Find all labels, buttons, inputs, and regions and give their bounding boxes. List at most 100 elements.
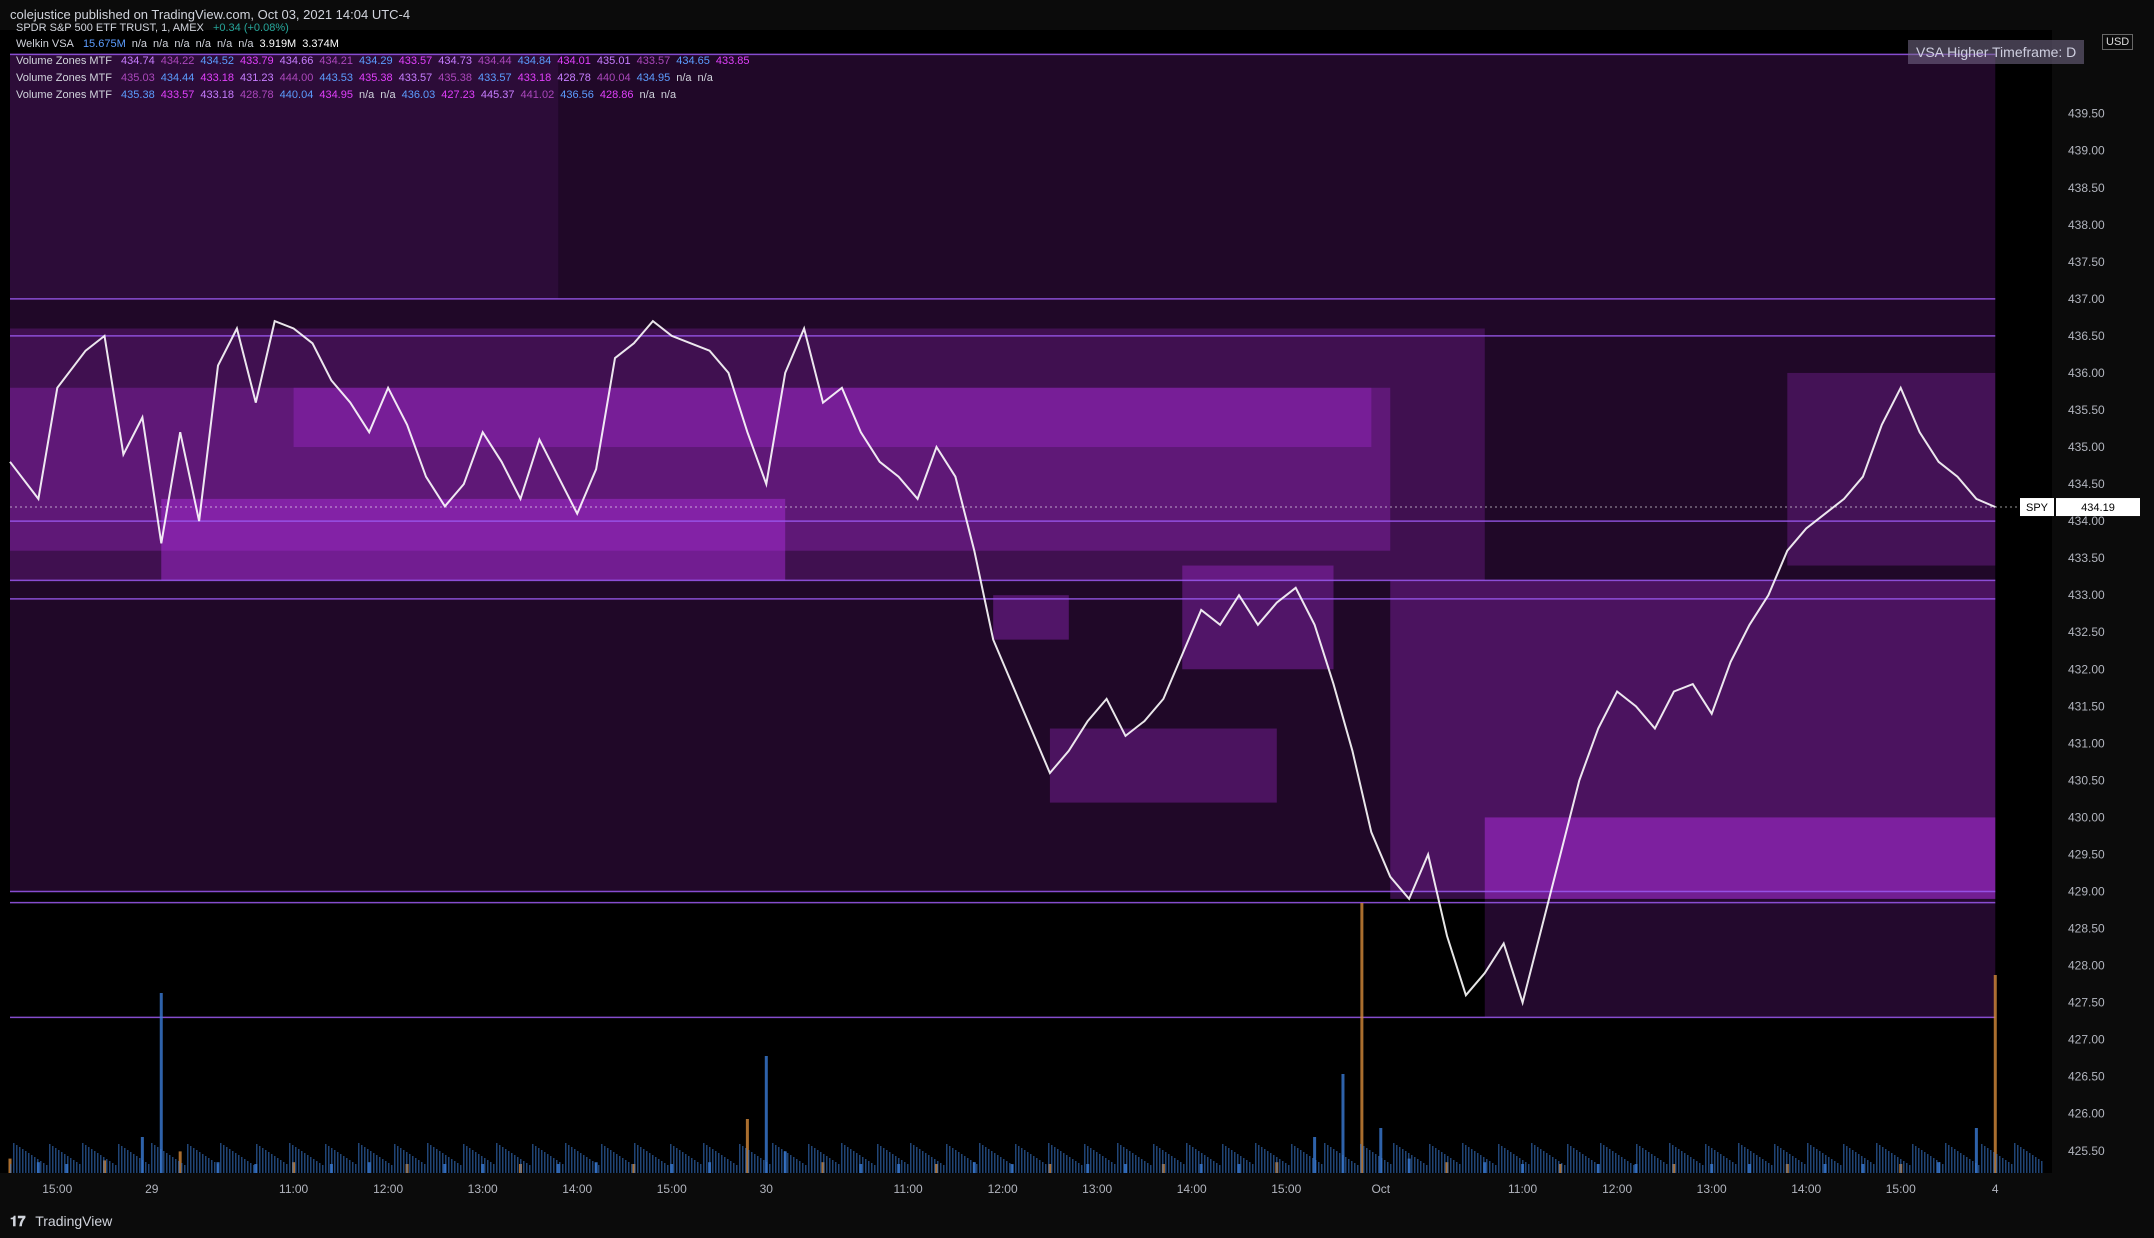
volume-bar	[1366, 1148, 1368, 1173]
volume-bar	[388, 1163, 390, 1173]
volume-bar	[1621, 1157, 1623, 1173]
volume-bar	[37, 1159, 39, 1173]
volume-bar	[1705, 1144, 1707, 1173]
volume-bar	[577, 1151, 579, 1173]
volume-bar	[751, 1152, 753, 1173]
volume-bar	[1015, 1144, 1017, 1173]
volume-bar	[838, 1164, 840, 1173]
volume-bar	[1315, 1160, 1317, 1173]
volume-bar	[1852, 1150, 1854, 1173]
volume-bar	[1501, 1146, 1503, 1173]
volume-bar	[103, 1160, 107, 1173]
volume-bar	[1957, 1151, 1959, 1173]
legend-value: 433.18	[200, 89, 235, 101]
legend-vz1: Volume Zones MTF 434.74 434.22 434.52 433.7…	[16, 55, 756, 67]
legend-value: n/a	[358, 89, 375, 101]
volume-bar	[1960, 1153, 1962, 1173]
volume-bar	[1285, 1163, 1287, 1173]
legend-value: n/a	[195, 38, 211, 50]
volume-bar	[1975, 1163, 1977, 1173]
volume-bar	[772, 1143, 774, 1173]
volume-bar	[883, 1148, 885, 1173]
volume-bar	[427, 1143, 429, 1173]
legend-value: 433.57	[398, 55, 433, 67]
volume-bar	[1237, 1164, 1241, 1173]
volume-bar	[115, 1165, 117, 1173]
volume-bar	[254, 1164, 258, 1173]
volume-bar	[1192, 1147, 1194, 1173]
volume-bar	[1738, 1143, 1740, 1173]
volume-bar	[1462, 1143, 1464, 1173]
volume-bar	[2029, 1153, 2031, 1173]
volume-bar	[1174, 1158, 1176, 1173]
volume-bar	[169, 1155, 171, 1173]
volume-bar	[331, 1148, 333, 1173]
volume-bar	[394, 1144, 396, 1173]
volume-bar	[1144, 1161, 1146, 1173]
x-tick-label: 30	[760, 1182, 774, 1196]
symbol-tag-bg	[2020, 498, 2054, 517]
volume-bar	[1495, 1165, 1497, 1173]
legend-value: 435.01	[596, 55, 631, 67]
volume-bar	[1384, 1160, 1386, 1173]
volume-bar	[640, 1147, 642, 1173]
volume-bar	[1870, 1162, 1872, 1173]
volume-bar	[632, 1164, 636, 1173]
price-chart[interactable]: 439.50 439.00 438.50 438.00 437.50 437.00 436.…	[0, 30, 2154, 1205]
volume-bar	[730, 1161, 732, 1173]
volume-bar	[28, 1153, 30, 1173]
volume-bar	[1974, 1128, 1978, 1173]
volume-bar	[196, 1150, 198, 1173]
volume-bar	[1126, 1149, 1128, 1173]
volume-bar	[943, 1165, 945, 1173]
volume-bar	[454, 1161, 456, 1173]
volume-bar	[73, 1160, 75, 1173]
legend-value: 15.675M	[82, 38, 126, 50]
volume-bar	[1243, 1158, 1245, 1173]
volume-bar	[1363, 1146, 1365, 1173]
volume-bar	[1480, 1155, 1482, 1173]
volume-zone	[1484, 817, 1996, 899]
volume-bar	[1489, 1161, 1491, 1173]
x-tick-label: 14:00	[1791, 1182, 1821, 1196]
volume-bar	[661, 1161, 663, 1173]
volume-zone	[993, 595, 1069, 640]
volume-bar	[1747, 1164, 1751, 1173]
y-tick-label: 432.50	[2068, 625, 2105, 639]
volume-bar	[1339, 1153, 1341, 1173]
volume-bar	[1252, 1164, 1254, 1173]
volume-bar	[1177, 1160, 1179, 1173]
volume-bar	[1498, 1144, 1500, 1173]
volume-bar	[1342, 1155, 1344, 1173]
volume-zone	[10, 387, 1391, 551]
volume-bar	[43, 1163, 45, 1173]
y-tick-label: 429.00	[2068, 885, 2105, 899]
volume-bar	[886, 1150, 888, 1173]
volume-bar	[1801, 1162, 1803, 1173]
volume-bar	[1276, 1157, 1278, 1173]
volume-bar	[1045, 1164, 1047, 1173]
volume-bar	[895, 1156, 897, 1173]
volume-bar	[49, 1144, 51, 1173]
volume-bar	[907, 1164, 909, 1173]
volume-bar	[556, 1164, 560, 1173]
volume-bar	[1948, 1145, 1950, 1173]
legend-vz3: Volume Zones MTF 435.38 433.57 433.18 428.7…	[16, 89, 682, 101]
currency-badge[interactable]: USD	[2102, 34, 2134, 50]
volume-bar	[1576, 1150, 1578, 1173]
volume-bar	[787, 1153, 789, 1173]
tradingview-logo-icon[interactable]: 𝟏𝟕	[10, 1213, 26, 1229]
volume-bar	[472, 1150, 474, 1173]
volume-bar	[1081, 1165, 1083, 1173]
volume-bar	[1021, 1148, 1023, 1173]
footer-brand[interactable]: TradingView	[35, 1213, 113, 1229]
volume-bar	[490, 1162, 492, 1173]
volume-bar	[712, 1149, 714, 1173]
volume-bar	[931, 1157, 933, 1173]
legend-value: 431.23	[240, 72, 274, 84]
volume-bar	[1000, 1157, 1002, 1173]
legend-value: 434.21	[319, 55, 353, 67]
volume-bar	[745, 1148, 747, 1173]
volume-bar	[682, 1152, 684, 1173]
volume-bar	[1618, 1155, 1620, 1173]
